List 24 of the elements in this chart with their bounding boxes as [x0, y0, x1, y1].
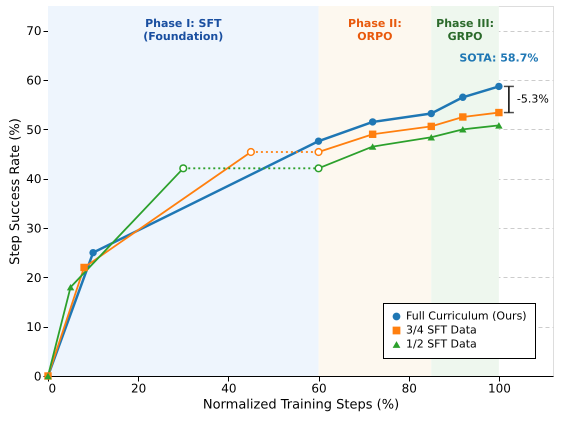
- y-tick-label: 50: [26, 122, 42, 137]
- y-tick-label: 20: [26, 270, 42, 285]
- band-label: Phase III: GRPO: [436, 17, 494, 43]
- y-tick-label: 30: [26, 222, 42, 236]
- x-tick-label: 60: [311, 382, 327, 396]
- y-axis-title: Step Success Rate (%): [8, 118, 24, 265]
- band-label: Phase I: SFT (Foundation): [143, 17, 224, 43]
- x-tick-label: 80: [402, 382, 417, 396]
- y-tick-label: 10: [26, 320, 42, 334]
- x-tick-label: 40: [221, 382, 236, 396]
- x-tick-label: 20: [131, 382, 146, 396]
- legend-label: 1/2 SFT Data: [406, 338, 477, 350]
- x-tick-label: 100: [488, 382, 511, 396]
- legend-label: Full Curriculum (Ours): [406, 310, 527, 322]
- band-label: Phase II: ORPO: [348, 17, 402, 43]
- legend-label: 3/4 SFT Data: [406, 324, 477, 336]
- annotation: -5.3%: [516, 92, 549, 106]
- x-axis-title: Normalized Training Steps (%): [202, 398, 400, 412]
- y-tick-label: 60: [26, 74, 42, 88]
- y-tick-label: 40: [26, 172, 42, 186]
- y-tick-label: 70: [26, 24, 42, 38]
- annotation: SOTA: 58.7%: [459, 51, 538, 64]
- x-tick-label: 0: [48, 382, 56, 396]
- y-tick-label: 0: [34, 370, 42, 384]
